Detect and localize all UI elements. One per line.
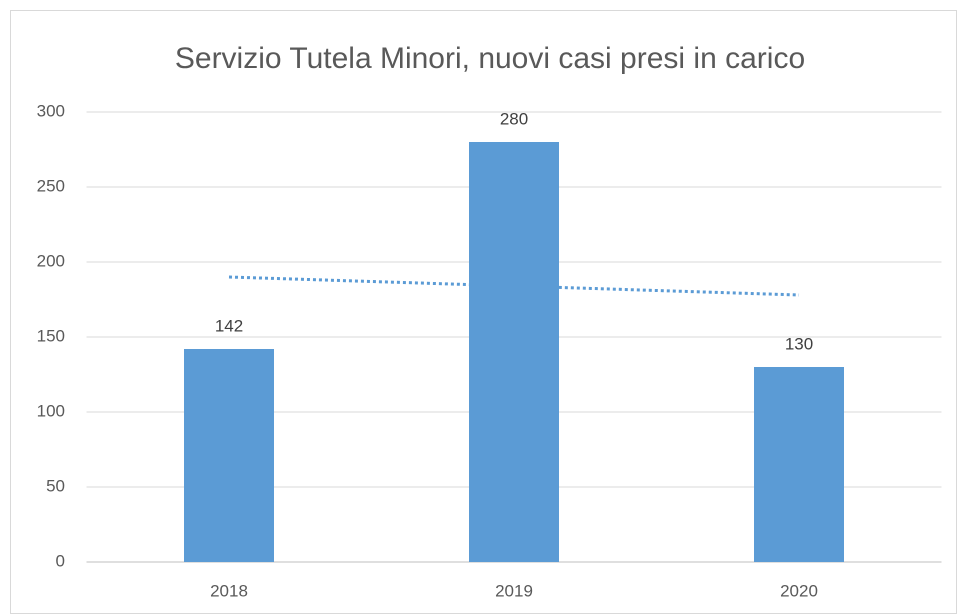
y-tick-label: 250 (37, 176, 65, 195)
data-label: 280 (500, 109, 528, 128)
chart-title: Servizio Tutela Minori, nuovi casi presi… (175, 42, 805, 75)
bar (754, 367, 844, 562)
y-tick-label: 200 (37, 251, 65, 270)
data-label: 130 (785, 334, 813, 353)
y-tick-label: 0 (56, 551, 65, 570)
bar (184, 349, 274, 562)
x-tick-label: 2018 (210, 581, 248, 600)
trendline (228, 275, 800, 297)
y-tick-label: 100 (37, 401, 65, 420)
y-tick-label: 50 (46, 476, 65, 495)
x-tick-label: 2020 (780, 581, 818, 600)
bar (469, 142, 559, 562)
x-tick-label: 2019 (495, 581, 533, 600)
y-tick-label: 150 (37, 326, 65, 345)
data-label: 142 (215, 316, 243, 335)
y-tick-label: 300 (37, 101, 65, 120)
